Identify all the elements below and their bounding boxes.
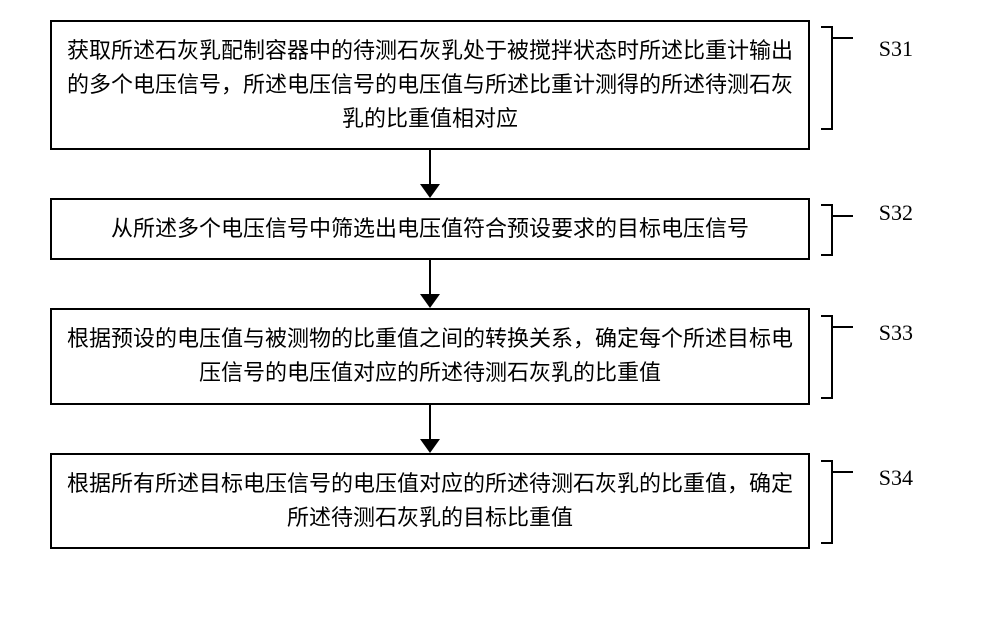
flow-step-text: 获取所述石灰乳配制容器中的待测石灰乳处于被搅拌状态时所述比重计输出的多个电压信号… bbox=[64, 34, 796, 136]
flow-arrow bbox=[50, 150, 810, 198]
step-label: S31 bbox=[879, 32, 913, 66]
flow-step-4: 根据所有所述目标电压信号的电压值对应的所述待测石灰乳的比重值，确定所述待测石灰乳… bbox=[50, 453, 810, 549]
flow-step-3: 根据预设的电压值与被测物的比重值之间的转换关系，确定每个所述目标电压信号的电压值… bbox=[50, 308, 810, 404]
flow-step-text: 从所述多个电压信号中筛选出电压值符合预设要求的目标电压信号 bbox=[111, 212, 749, 246]
flow-step-text: 根据预设的电压值与被测物的比重值之间的转换关系，确定每个所述目标电压信号的电压值… bbox=[64, 322, 796, 390]
bracket bbox=[821, 26, 833, 130]
step-label: S32 bbox=[879, 196, 913, 230]
connector-line bbox=[831, 471, 853, 473]
connector-line bbox=[831, 215, 853, 217]
flow-arrow bbox=[50, 260, 810, 308]
flow-step-2: 从所述多个电压信号中筛选出电压值符合预设要求的目标电压信号S32 bbox=[50, 198, 810, 260]
flow-step-1: 获取所述石灰乳配制容器中的待测石灰乳处于被搅拌状态时所述比重计输出的多个电压信号… bbox=[50, 20, 810, 150]
bracket bbox=[821, 204, 833, 256]
step-label: S34 bbox=[879, 461, 913, 495]
connector-line bbox=[831, 37, 853, 39]
flow-step-text: 根据所有所述目标电压信号的电压值对应的所述待测石灰乳的比重值，确定所述待测石灰乳… bbox=[64, 467, 796, 535]
flow-arrow bbox=[50, 405, 810, 453]
connector-line bbox=[831, 326, 853, 328]
step-label: S33 bbox=[879, 316, 913, 350]
